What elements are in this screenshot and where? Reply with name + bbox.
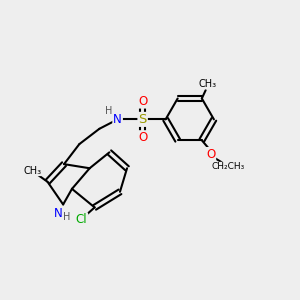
Text: CH₂CH₃: CH₂CH₃	[212, 162, 245, 171]
Text: N: N	[54, 207, 63, 220]
Text: S: S	[139, 113, 147, 126]
Text: N: N	[113, 113, 122, 126]
Text: CH₃: CH₃	[198, 79, 216, 89]
Text: Cl: Cl	[76, 213, 87, 226]
Text: H: H	[105, 106, 112, 116]
Text: O: O	[138, 94, 147, 108]
Text: H: H	[63, 212, 70, 222]
Text: O: O	[206, 148, 215, 161]
Text: CH₃: CH₃	[23, 166, 41, 176]
Text: O: O	[138, 131, 147, 144]
